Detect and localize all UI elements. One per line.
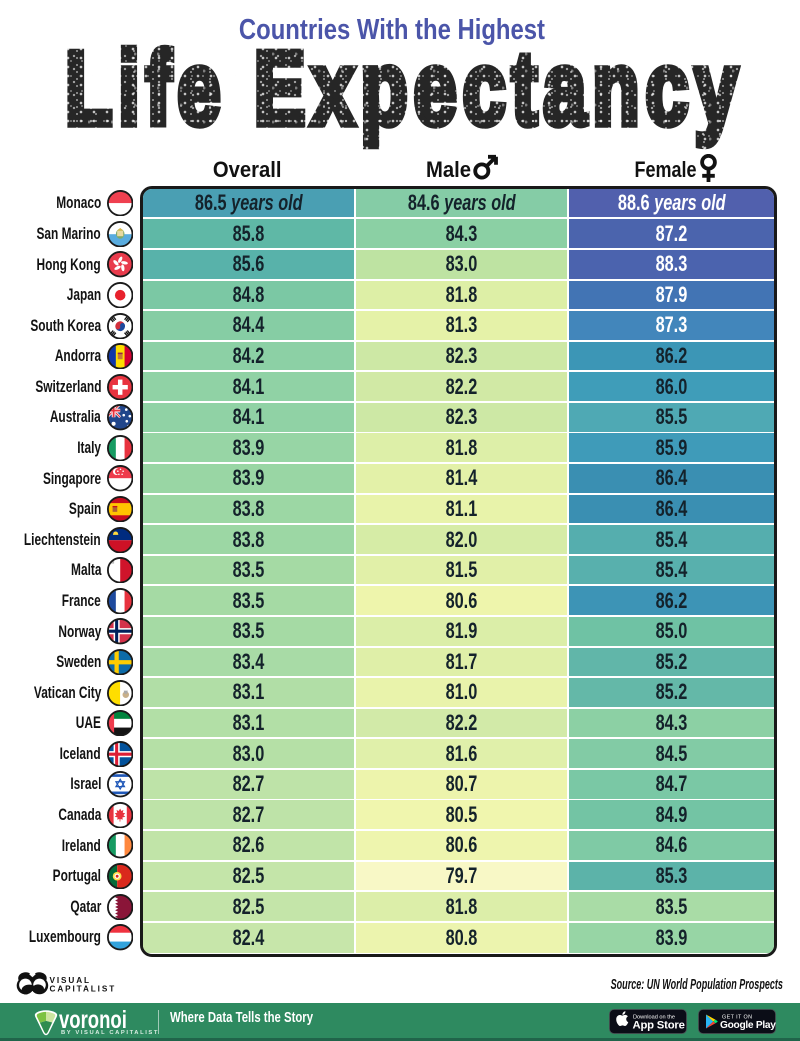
svg-text:GET IT ON: GET IT ON: [722, 1014, 752, 1020]
svg-text:VISUAL: VISUAL: [50, 976, 91, 985]
svg-text:CAPITALIST: CAPITALIST: [50, 984, 117, 993]
svg-text:Download on the: Download on the: [633, 1014, 675, 1020]
svg-text:App Store: App Store: [633, 1019, 685, 1031]
svg-text:Google Play: Google Play: [720, 1020, 776, 1031]
